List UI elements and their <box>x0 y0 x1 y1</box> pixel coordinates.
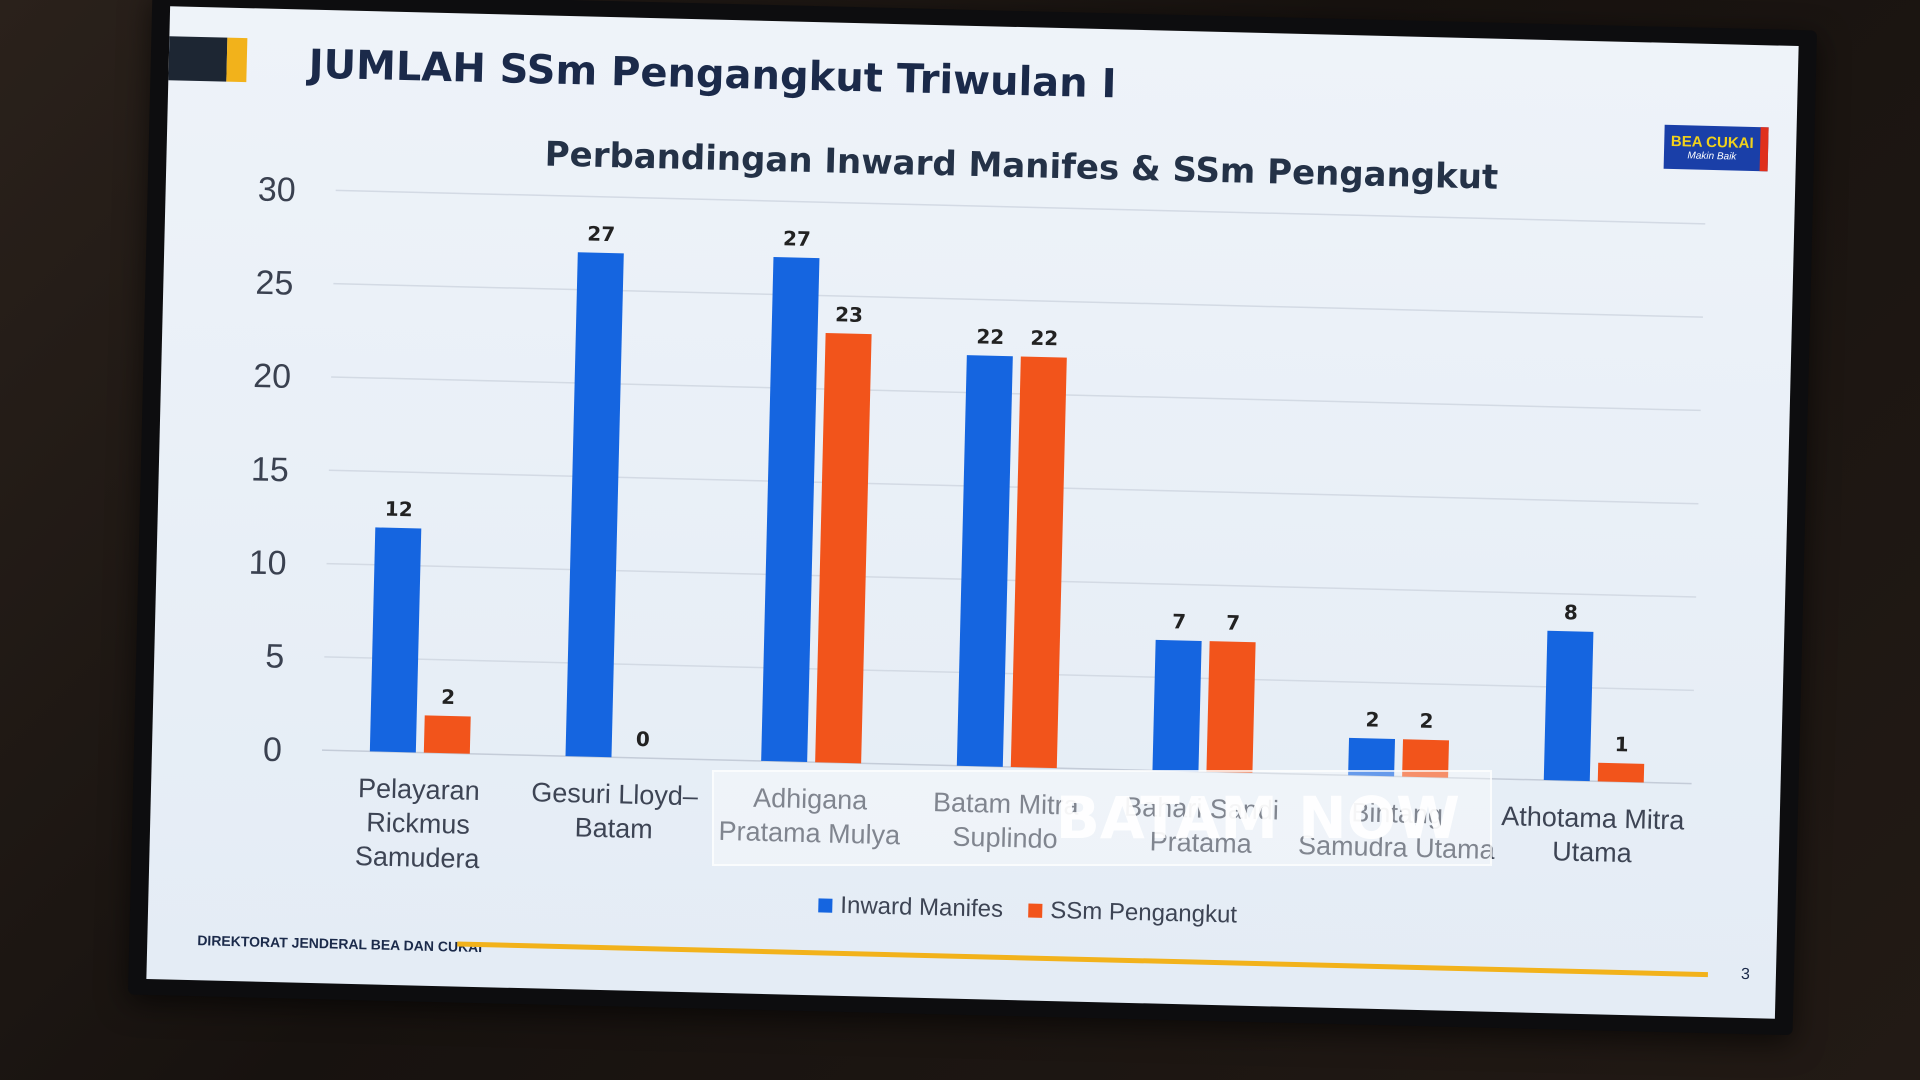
data-label: 22 <box>1030 326 1058 351</box>
gridline <box>326 562 1697 598</box>
legend-swatch <box>1028 903 1043 918</box>
gridline <box>321 749 1692 785</box>
bar <box>1010 356 1067 769</box>
data-label: 1 <box>1614 732 1629 756</box>
gridline <box>328 469 1699 505</box>
data-label: 23 <box>835 302 863 327</box>
bar <box>815 333 872 764</box>
bar <box>1597 762 1645 783</box>
data-label: 2 <box>1419 709 1434 733</box>
gridline <box>331 376 1701 412</box>
bar <box>1402 739 1450 778</box>
data-label: 2 <box>1365 707 1380 731</box>
data-label: 7 <box>1172 609 1187 633</box>
data-label: 0 <box>636 727 651 751</box>
y-tick-label: 10 <box>248 544 287 583</box>
category-label: Pelayaran <box>358 773 480 806</box>
y-tick-label: 30 <box>257 170 296 209</box>
bar <box>956 355 1013 767</box>
category-label: Bintang <box>1351 797 1443 829</box>
bar <box>1543 630 1594 782</box>
category-label: Samudera <box>355 841 481 874</box>
data-label: 7 <box>1226 611 1241 635</box>
category-label: Bahari Sandi <box>1124 792 1279 826</box>
data-label: 22 <box>976 324 1004 349</box>
gridline <box>333 282 1704 318</box>
bar <box>423 715 471 754</box>
page-number: 3 <box>1740 965 1751 984</box>
category-label: Pratama Mulya <box>718 816 901 850</box>
bar <box>761 257 820 763</box>
y-tick-label: 20 <box>253 357 292 396</box>
bar <box>565 252 624 758</box>
bar-chart: Perbandingan Inward Manifes & SSm Pengan… <box>248 134 1706 929</box>
y-tick-label: 5 <box>265 637 285 675</box>
y-tick-label: 0 <box>263 731 283 769</box>
gridline <box>324 656 1694 692</box>
data-label: 8 <box>1564 600 1579 624</box>
watermark-box: BATAM NOW <box>712 770 1492 866</box>
category-label: Suplindo <box>952 822 1058 855</box>
gridline <box>335 189 1706 225</box>
tv-bezel: JUMLAH SSm Pengangkut Triwulan I BEA CUK… <box>127 0 1818 1036</box>
y-tick-label: 25 <box>255 264 294 303</box>
legend-swatch <box>818 898 833 913</box>
slide-screen: JUMLAH SSm Pengangkut Triwulan I BEA CUK… <box>146 6 1799 1019</box>
category-label: Samudra Utama <box>1298 830 1496 865</box>
category-label: Athotama Mitra <box>1501 801 1686 835</box>
chart-title: Perbandingan Inward Manifes & SSm Pengan… <box>544 134 1498 197</box>
watermark-text: BATAM NOW <box>1055 784 1460 852</box>
category-label: Batam Mitra <box>933 787 1080 821</box>
category-label: Batam <box>574 812 653 844</box>
legend-label: SSm Pengangkut <box>1050 897 1238 929</box>
category-label: Rickmus <box>366 807 470 840</box>
category-label: Pratama <box>1149 826 1253 859</box>
bar <box>1206 641 1256 773</box>
category-label: Adhigana <box>753 783 869 816</box>
bar <box>1152 639 1202 772</box>
category-label: Utama <box>1552 836 1633 868</box>
data-label: 27 <box>783 226 811 251</box>
bar <box>369 527 422 753</box>
y-tick-label: 15 <box>251 450 290 489</box>
legend-label: Inward Manifes <box>840 892 1003 923</box>
bar <box>1348 737 1396 777</box>
data-label: 27 <box>587 222 615 247</box>
data-label: 2 <box>441 685 456 709</box>
data-label: 12 <box>385 497 413 522</box>
category-label: Gesuri Lloyd– <box>531 777 698 811</box>
